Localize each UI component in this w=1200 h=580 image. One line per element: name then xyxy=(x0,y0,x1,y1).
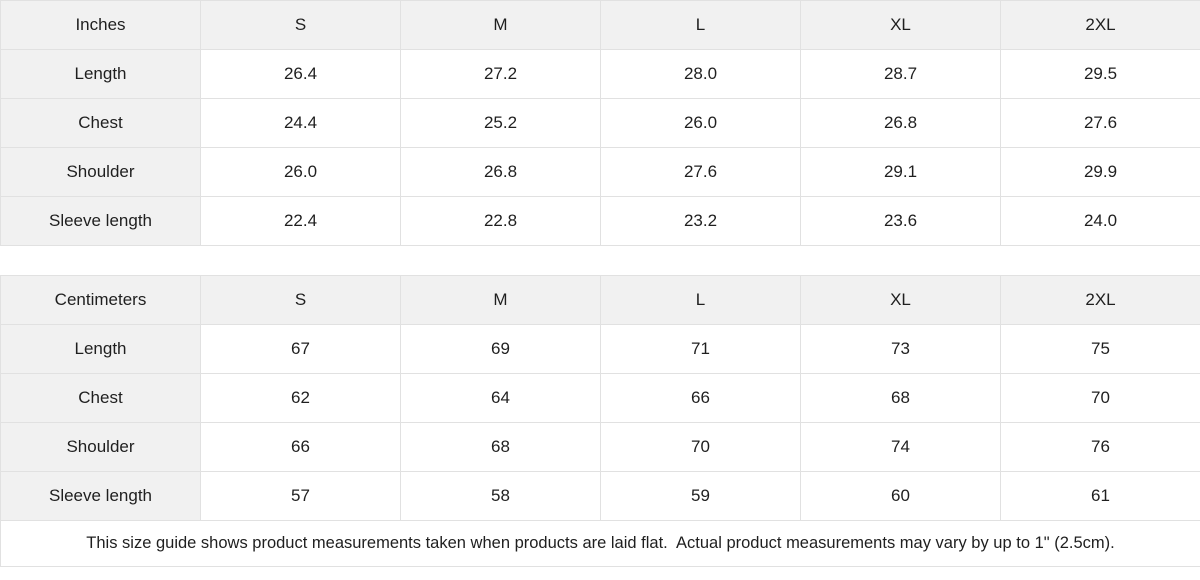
row-label-length: Length xyxy=(0,49,201,99)
centimeters-header-row: Centimeters S M L XL 2XL xyxy=(0,275,1200,325)
measurement-cell: 26.0 xyxy=(200,147,401,197)
table-spacer-row xyxy=(0,245,1200,276)
centimeters-size-header-xl: XL xyxy=(800,275,1001,325)
measurement-cell: 22.8 xyxy=(400,196,601,246)
centimeters-unit-header: Centimeters xyxy=(0,275,201,325)
centimeters-chest-row: Chest 62 64 66 68 70 xyxy=(0,373,1200,423)
measurement-cell: 24.4 xyxy=(200,98,401,148)
measurement-cell: 26.8 xyxy=(800,98,1001,148)
inches-sleeve-length-row: Sleeve length 22.4 22.8 23.2 23.6 24.0 xyxy=(0,196,1200,246)
measurement-cell: 26.0 xyxy=(600,98,801,148)
measurement-cell: 23.2 xyxy=(600,196,801,246)
measurement-cell: 22.4 xyxy=(200,196,401,246)
inches-chest-row: Chest 24.4 25.2 26.0 26.8 27.6 xyxy=(0,98,1200,148)
measurement-cell: 27.2 xyxy=(400,49,601,99)
table-spacer-cell xyxy=(0,245,1200,276)
measurement-cell: 73 xyxy=(800,324,1001,374)
measurement-cell: 70 xyxy=(600,422,801,472)
inches-size-header-l: L xyxy=(600,0,801,50)
measurement-cell: 29.1 xyxy=(800,147,1001,197)
measurement-cell: 57 xyxy=(200,471,401,521)
inches-length-row: Length 26.4 27.2 28.0 28.7 29.5 xyxy=(0,49,1200,99)
row-label-shoulder: Shoulder xyxy=(0,422,201,472)
measurement-cell: 62 xyxy=(200,373,401,423)
row-label-chest: Chest xyxy=(0,98,201,148)
measurement-cell: 75 xyxy=(1000,324,1200,374)
centimeters-size-header-m: M xyxy=(400,275,601,325)
measurement-cell: 74 xyxy=(800,422,1001,472)
inches-size-header-m: M xyxy=(400,0,601,50)
centimeters-size-header-l: L xyxy=(600,275,801,325)
measurement-cell: 76 xyxy=(1000,422,1200,472)
inches-unit-header: Inches xyxy=(0,0,201,50)
inches-size-header-s: S xyxy=(200,0,401,50)
measurement-cell: 69 xyxy=(400,324,601,374)
row-label-chest: Chest xyxy=(0,373,201,423)
measurement-cell: 64 xyxy=(400,373,601,423)
inches-header-row: Inches S M L XL 2XL xyxy=(0,0,1200,50)
inches-size-header-2xl: 2XL xyxy=(1000,0,1200,50)
inches-size-header-xl: XL xyxy=(800,0,1001,50)
measurement-cell: 26.8 xyxy=(400,147,601,197)
measurement-cell: 26.4 xyxy=(200,49,401,99)
measurement-cell: 68 xyxy=(800,373,1001,423)
inches-shoulder-row: Shoulder 26.0 26.8 27.6 29.1 29.9 xyxy=(0,147,1200,197)
measurement-cell: 60 xyxy=(800,471,1001,521)
measurement-cell: 27.6 xyxy=(600,147,801,197)
measurement-cell: 71 xyxy=(600,324,801,374)
row-label-shoulder: Shoulder xyxy=(0,147,201,197)
row-label-sleeve-length: Sleeve length xyxy=(0,471,201,521)
measurement-cell: 24.0 xyxy=(1000,196,1200,246)
measurement-cell: 29.9 xyxy=(1000,147,1200,197)
centimeters-size-header-2xl: 2XL xyxy=(1000,275,1200,325)
centimeters-shoulder-row: Shoulder 66 68 70 74 76 xyxy=(0,422,1200,472)
measurement-cell: 23.6 xyxy=(800,196,1001,246)
row-label-sleeve-length: Sleeve length xyxy=(0,196,201,246)
centimeters-size-header-s: S xyxy=(200,275,401,325)
measurement-cell: 29.5 xyxy=(1000,49,1200,99)
measurement-cell: 27.6 xyxy=(1000,98,1200,148)
measurement-cell: 66 xyxy=(600,373,801,423)
measurement-cell: 61 xyxy=(1000,471,1200,521)
measurement-cell: 68 xyxy=(400,422,601,472)
measurement-cell: 70 xyxy=(1000,373,1200,423)
size-guide-note: This size guide shows product measuremen… xyxy=(0,520,1200,567)
measurement-cell: 28.0 xyxy=(600,49,801,99)
measurement-cell: 67 xyxy=(200,324,401,374)
centimeters-sleeve-length-row: Sleeve length 57 58 59 60 61 xyxy=(0,471,1200,521)
centimeters-length-row: Length 67 69 71 73 75 xyxy=(0,324,1200,374)
measurement-cell: 58 xyxy=(400,471,601,521)
measurement-cell: 59 xyxy=(600,471,801,521)
measurement-cell: 66 xyxy=(200,422,401,472)
size-guide-table: Inches S M L XL 2XL Length 26.4 27.2 28.… xyxy=(0,0,1200,567)
measurement-cell: 28.7 xyxy=(800,49,1001,99)
row-label-length: Length xyxy=(0,324,201,374)
footer-note-row: This size guide shows product measuremen… xyxy=(0,520,1200,567)
measurement-cell: 25.2 xyxy=(400,98,601,148)
